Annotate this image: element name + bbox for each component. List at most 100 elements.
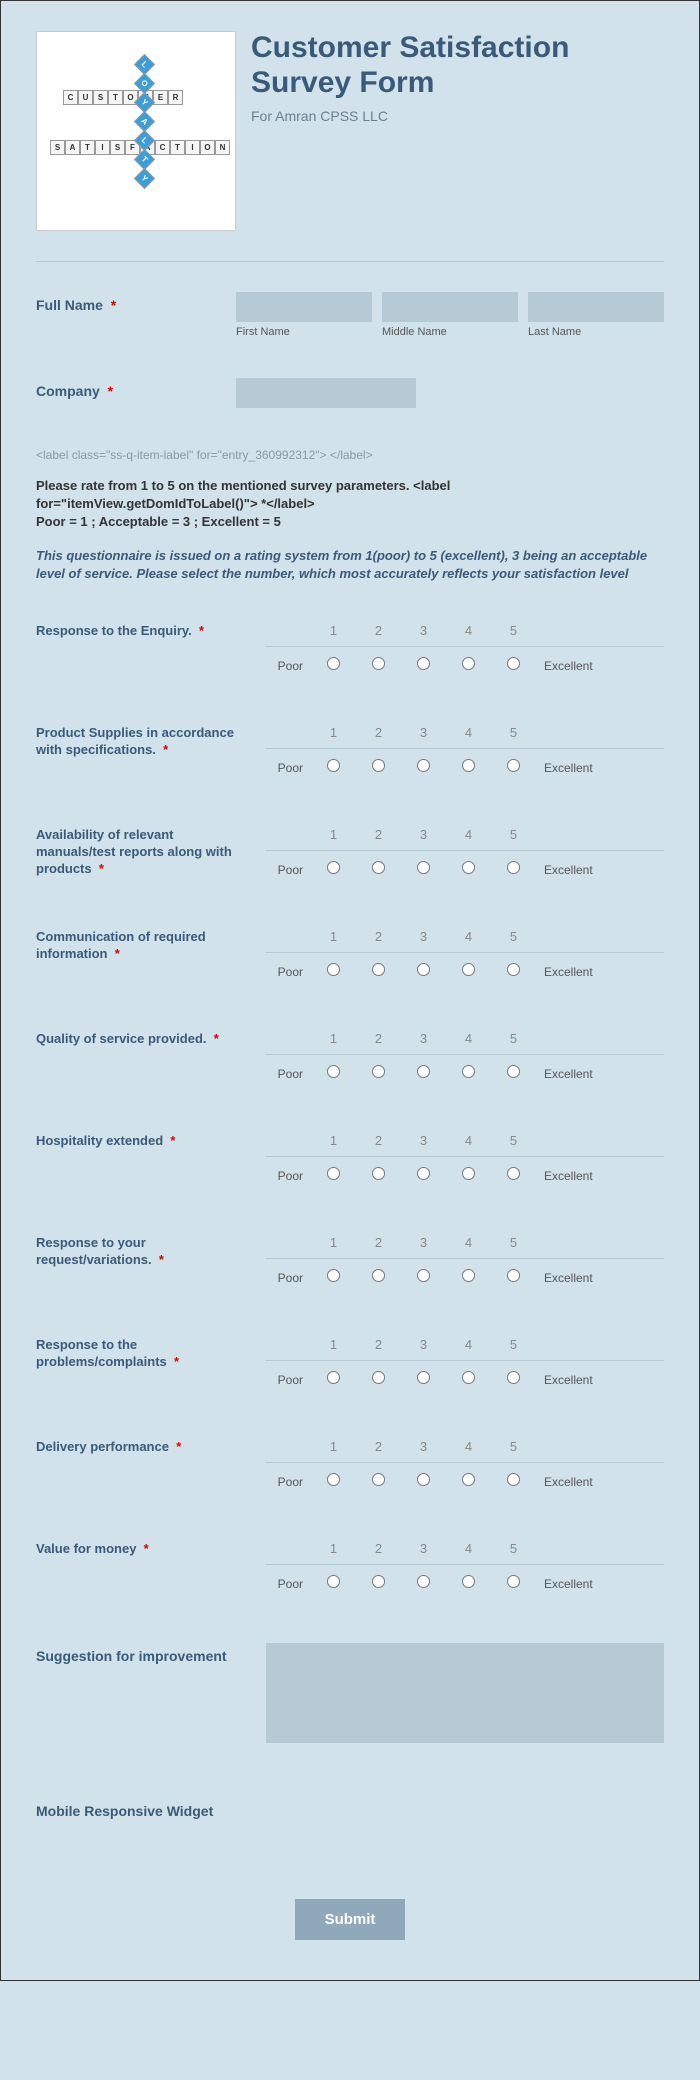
rating-radio[interactable] — [417, 861, 430, 874]
company-input[interactable] — [236, 378, 416, 408]
scale-low-label: Poor — [266, 1475, 311, 1489]
scale-number: 5 — [491, 827, 536, 842]
rating-question: Communication of required information * 1… — [36, 929, 664, 981]
rating-radio[interactable] — [417, 1473, 430, 1486]
rating-radio[interactable] — [462, 759, 475, 772]
scale-high-label: Excellent — [536, 761, 664, 775]
rating-radio[interactable] — [507, 861, 520, 874]
required-mark: * — [144, 1541, 149, 1556]
rating-radio[interactable] — [462, 1167, 475, 1180]
rating-radio[interactable] — [372, 1065, 385, 1078]
scale-low-label: Poor — [266, 1067, 311, 1081]
rating-radio[interactable] — [462, 1269, 475, 1282]
scale-number: 4 — [446, 1541, 491, 1556]
rating-radio[interactable] — [372, 1269, 385, 1282]
rating-question: Response to the Enquiry. *12345PoorExcel… — [36, 623, 664, 675]
scale-number: 2 — [356, 1439, 401, 1454]
rating-radio[interactable] — [462, 1371, 475, 1384]
rating-radio[interactable] — [507, 657, 520, 670]
rating-radio[interactable] — [327, 759, 340, 772]
rating-radio[interactable] — [327, 1065, 340, 1078]
last-name-input[interactable] — [528, 292, 664, 322]
rating-radio[interactable] — [327, 1371, 340, 1384]
submit-button[interactable]: Submit — [295, 1899, 406, 1940]
rating-radio[interactable] — [507, 1065, 520, 1078]
rating-radio[interactable] — [417, 1167, 430, 1180]
rating-radio[interactable] — [327, 963, 340, 976]
rating-question-label: Communication of required information * — [36, 929, 266, 981]
scale-number: 1 — [311, 1235, 356, 1250]
scale-number: 1 — [311, 827, 356, 842]
rating-radio[interactable] — [327, 1167, 340, 1180]
scale-number: 2 — [356, 1031, 401, 1046]
rating-radio[interactable] — [417, 1575, 430, 1588]
rating-question: Response to your request/variations. *12… — [36, 1235, 664, 1287]
scale-number: 1 — [311, 623, 356, 638]
rating-radio[interactable] — [507, 963, 520, 976]
rating-radio[interactable] — [372, 963, 385, 976]
scale-high-label: Excellent — [536, 1475, 664, 1489]
rating-question-label: Product Supplies in accordance with spec… — [36, 725, 266, 777]
page-subtitle: For Amran CPSS LLC — [251, 108, 664, 124]
scale-number: 3 — [401, 1541, 446, 1556]
rating-radio[interactable] — [372, 1371, 385, 1384]
rating-radio[interactable] — [507, 1473, 520, 1486]
scale-number: 5 — [491, 623, 536, 638]
rating-radio[interactable] — [327, 1473, 340, 1486]
scale-low-label: Poor — [266, 659, 311, 673]
rating-radio[interactable] — [327, 1575, 340, 1588]
scale-number: 1 — [311, 929, 356, 944]
first-name-input[interactable] — [236, 292, 372, 322]
scale-number: 2 — [356, 929, 401, 944]
rating-question-label: Response to your request/variations. * — [36, 1235, 266, 1287]
rating-radio[interactable] — [507, 1167, 520, 1180]
rating-radio[interactable] — [417, 1065, 430, 1078]
scale-number: 1 — [311, 1031, 356, 1046]
rating-radio[interactable] — [372, 759, 385, 772]
rating-radio[interactable] — [462, 1575, 475, 1588]
rating-radio[interactable] — [417, 657, 430, 670]
rating-radio[interactable] — [372, 1473, 385, 1486]
scale-number: 5 — [491, 1235, 536, 1250]
rating-radio[interactable] — [417, 1269, 430, 1282]
scale-number: 4 — [446, 827, 491, 842]
rating-radio[interactable] — [462, 657, 475, 670]
rating-radio[interactable] — [507, 1269, 520, 1282]
rating-radio[interactable] — [462, 963, 475, 976]
scale-number: 4 — [446, 929, 491, 944]
rating-radio[interactable] — [507, 1575, 520, 1588]
scale-high-label: Excellent — [536, 965, 664, 979]
required-mark: * — [159, 1252, 164, 1267]
rating-radio[interactable] — [372, 861, 385, 874]
rating-radio[interactable] — [417, 963, 430, 976]
rating-question: Availability of relevant manuals/test re… — [36, 827, 664, 879]
rating-radio[interactable] — [372, 1167, 385, 1180]
rating-radio[interactable] — [372, 657, 385, 670]
scale-high-label: Excellent — [536, 1067, 664, 1081]
suggestion-label: Suggestion for improvement — [36, 1643, 266, 1743]
rating-radio[interactable] — [327, 1269, 340, 1282]
rating-radio[interactable] — [462, 1473, 475, 1486]
rating-radio[interactable] — [462, 1065, 475, 1078]
rating-radio[interactable] — [327, 657, 340, 670]
rating-radio[interactable] — [507, 759, 520, 772]
scale-low-label: Poor — [266, 1169, 311, 1183]
scale-number: 4 — [446, 725, 491, 740]
rating-radio[interactable] — [327, 861, 340, 874]
rating-radio[interactable] — [462, 861, 475, 874]
rating-radio[interactable] — [372, 1575, 385, 1588]
rating-question-label: Delivery performance * — [36, 1439, 266, 1491]
scale-number: 2 — [356, 725, 401, 740]
company-row: Company * — [36, 378, 664, 408]
suggestion-textarea[interactable] — [266, 1643, 664, 1743]
company-label: Company — [36, 383, 100, 399]
required-mark: * — [115, 946, 120, 961]
rating-radio[interactable] — [507, 1371, 520, 1384]
rating-radio[interactable] — [417, 759, 430, 772]
rating-radio[interactable] — [417, 1371, 430, 1384]
required-mark: * — [108, 383, 113, 399]
scale-number: 5 — [491, 929, 536, 944]
middle-name-input[interactable] — [382, 292, 518, 322]
scale-number: 1 — [311, 725, 356, 740]
middle-name-sublabel: Middle Name — [382, 326, 518, 338]
